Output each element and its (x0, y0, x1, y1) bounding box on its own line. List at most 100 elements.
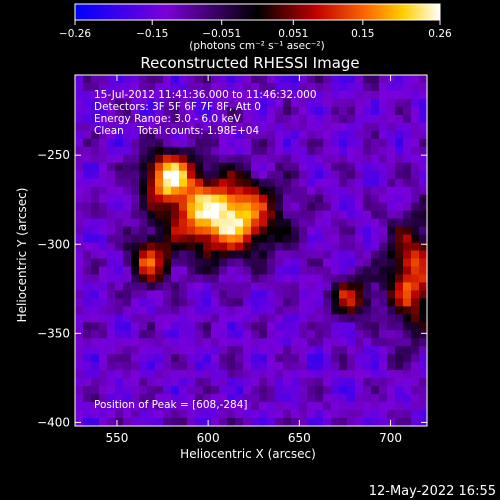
heatmap-cell (339, 90, 348, 100)
heatmap-cell (411, 114, 420, 124)
heatmap-cell (347, 250, 356, 260)
heatmap-cell (403, 82, 412, 92)
heatmap-cell (235, 330, 244, 339)
heatmap-cell (395, 354, 404, 363)
heatmap-cell (83, 122, 92, 132)
heatmap-cell (195, 75, 204, 84)
heatmap-cell (91, 258, 100, 268)
heatmap-cell (339, 130, 348, 140)
heatmap-cell (315, 146, 324, 156)
heatmap-cell (323, 75, 332, 84)
heatmap-cell (83, 98, 92, 108)
heatmap-cell (251, 410, 260, 419)
heatmap-cell (403, 338, 412, 347)
heatmap-cell (91, 378, 100, 387)
heatmap-cell (307, 146, 316, 156)
heatmap-cell (371, 130, 380, 140)
heatmap-cell (195, 306, 204, 315)
heatmap-cell (107, 346, 116, 355)
heatmap-cell (235, 234, 244, 244)
heatmap-cell (267, 258, 276, 268)
heatmap-cell (251, 98, 260, 108)
heatmap-cell (267, 90, 276, 100)
heatmap-cell (251, 162, 260, 172)
heatmap-cell (195, 210, 204, 220)
heatmap-cell (147, 82, 156, 92)
heatmap-cell (347, 282, 356, 291)
heatmap-cell (163, 250, 172, 260)
heatmap-cell (251, 75, 260, 84)
heatmap-cell (163, 330, 172, 339)
heatmap-cell (163, 226, 172, 236)
heatmap-cell (379, 146, 388, 156)
heatmap-cell (91, 82, 100, 92)
heatmap-cell (195, 98, 204, 108)
heatmap-cell (291, 250, 300, 260)
heatmap-cell (219, 378, 228, 387)
heatmap-cell (355, 138, 364, 148)
heatmap-cell (299, 186, 308, 196)
heatmap-cell (99, 162, 108, 172)
heatmap-cell (227, 362, 236, 371)
heatmap-cell (235, 402, 244, 411)
heatmap-cell (123, 370, 132, 379)
heatmap-cell (91, 250, 100, 260)
heatmap-cell (363, 418, 372, 427)
heatmap-cell (219, 154, 228, 164)
heatmap-cell (283, 194, 292, 204)
heatmap-cell (411, 346, 420, 355)
heatmap-cell (251, 226, 260, 236)
heatmap-cell (403, 274, 412, 284)
heatmap-cell (299, 266, 308, 276)
heatmap-cell (243, 75, 252, 84)
heatmap-cell (403, 410, 412, 419)
heatmap-cell (267, 234, 276, 244)
heatmap-cell (155, 266, 164, 276)
heatmap-cell (171, 75, 180, 84)
heatmap-cell (83, 322, 92, 331)
heatmap-cell (419, 338, 428, 347)
heatmap-cell (107, 266, 116, 276)
heatmap-cell (363, 338, 372, 347)
heatmap-cell (195, 370, 204, 379)
heatmap-cell (315, 282, 324, 291)
heatmap-cell (363, 282, 372, 291)
heatmap-cell (195, 82, 204, 92)
heatmap-cell (323, 394, 332, 403)
heatmap-cell (83, 338, 92, 347)
heatmap-cell (251, 242, 260, 252)
heatmap-cell (283, 178, 292, 188)
heatmap-cell (155, 378, 164, 387)
heatmap-cell (211, 362, 220, 371)
heatmap-cell (307, 106, 316, 116)
heatmap-cell (179, 130, 188, 140)
heatmap-cell (291, 362, 300, 371)
heatmap-cell (147, 282, 156, 291)
heatmap-cell (139, 75, 148, 84)
heatmap-cell (299, 330, 308, 339)
heatmap-cell (307, 170, 316, 180)
heatmap-cell (75, 186, 84, 196)
heatmap-cell (195, 338, 204, 347)
heatmap-cell (91, 418, 100, 427)
heatmap-cell (227, 250, 236, 260)
heatmap-cell (139, 394, 148, 403)
heatmap-cell (379, 75, 388, 84)
heatmap-cell (267, 162, 276, 172)
heatmap-cell (379, 306, 388, 315)
heatmap-cell (291, 162, 300, 172)
heatmap-cell (171, 282, 180, 291)
heatmap-cell (403, 186, 412, 196)
heatmap-cell (107, 410, 116, 419)
heatmap-cell (283, 250, 292, 260)
heatmap-cell (339, 346, 348, 355)
heatmap-cell (387, 290, 396, 299)
heatmap-cell (203, 258, 212, 268)
heatmap-cell (259, 394, 268, 403)
heatmap-cell (251, 386, 260, 395)
heatmap-cell (347, 138, 356, 148)
heatmap-cell (171, 306, 180, 315)
heatmap-cell (147, 162, 156, 172)
heatmap-cell (307, 322, 316, 331)
heatmap-cell (203, 322, 212, 331)
